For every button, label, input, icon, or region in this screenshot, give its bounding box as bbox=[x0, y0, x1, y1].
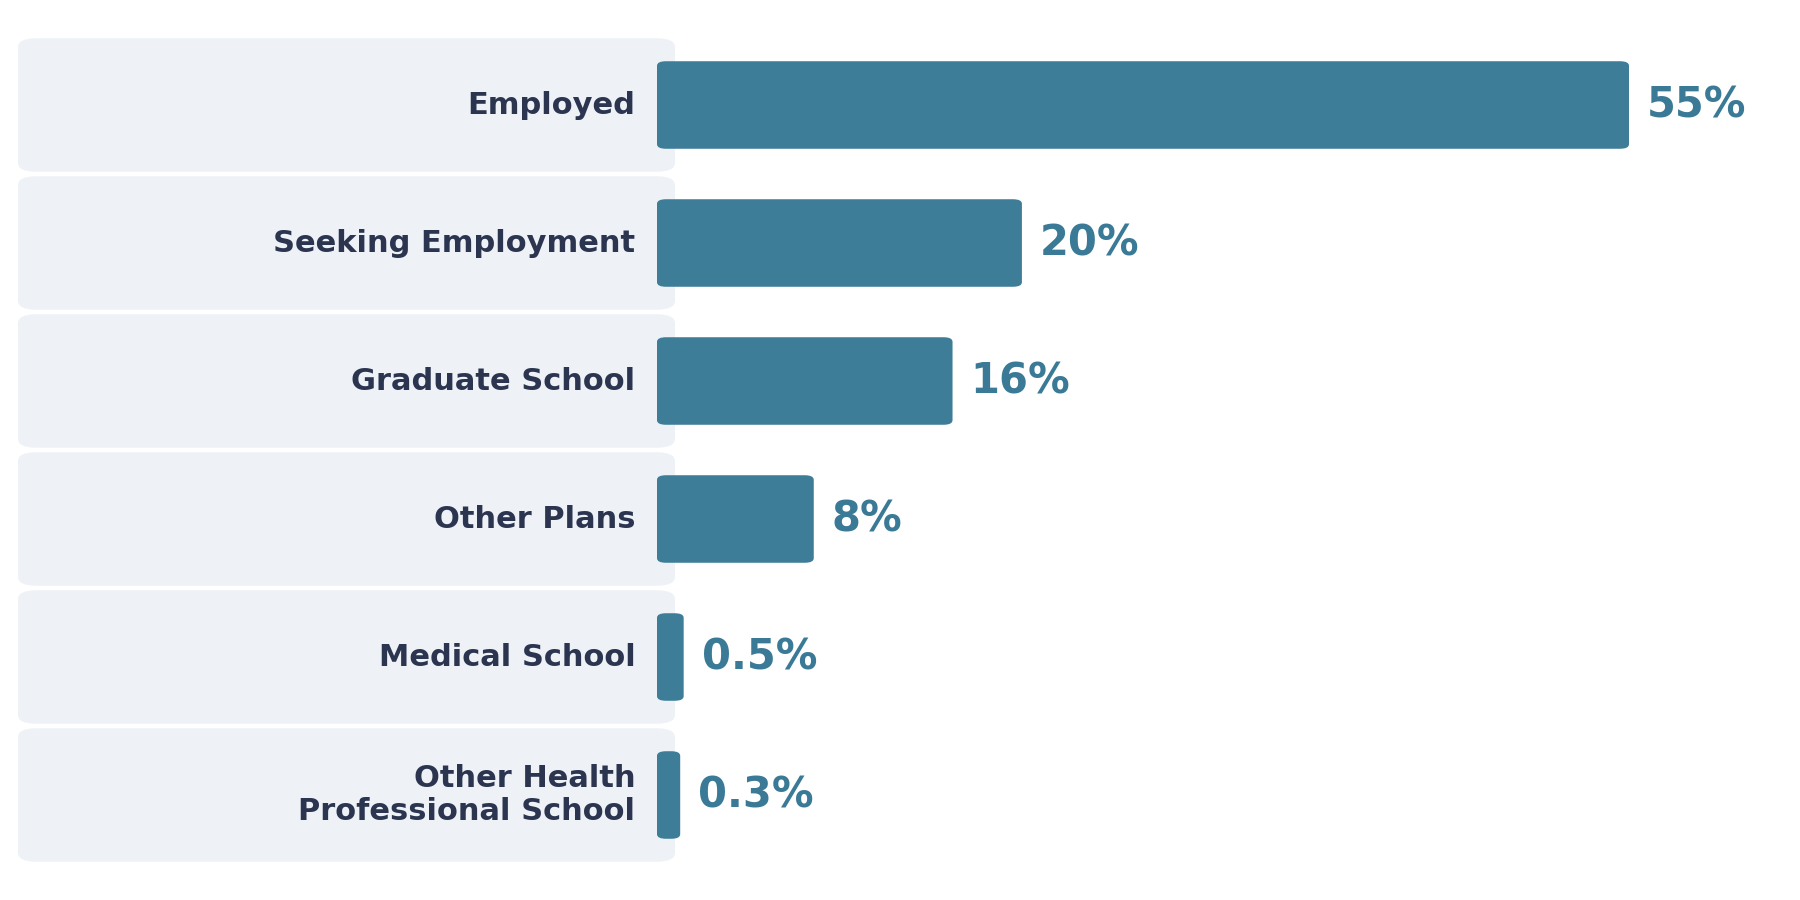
FancyBboxPatch shape bbox=[18, 176, 675, 310]
Text: 55%: 55% bbox=[1647, 84, 1746, 126]
FancyBboxPatch shape bbox=[657, 752, 680, 839]
FancyBboxPatch shape bbox=[657, 199, 1022, 287]
Text: 0.3%: 0.3% bbox=[698, 774, 814, 816]
Text: 8%: 8% bbox=[832, 498, 902, 540]
Text: Employed: Employed bbox=[468, 91, 635, 120]
Text: 0.5%: 0.5% bbox=[702, 636, 817, 678]
Text: Other Plans: Other Plans bbox=[434, 505, 635, 534]
FancyBboxPatch shape bbox=[657, 338, 952, 425]
FancyBboxPatch shape bbox=[18, 314, 675, 448]
Text: 20%: 20% bbox=[1040, 222, 1139, 264]
Text: Medical School: Medical School bbox=[378, 643, 635, 671]
Text: Graduate School: Graduate School bbox=[351, 366, 635, 395]
FancyBboxPatch shape bbox=[657, 613, 684, 701]
FancyBboxPatch shape bbox=[18, 728, 675, 862]
FancyBboxPatch shape bbox=[18, 39, 675, 172]
FancyBboxPatch shape bbox=[18, 590, 675, 724]
FancyBboxPatch shape bbox=[657, 475, 814, 562]
Text: 16%: 16% bbox=[970, 360, 1071, 402]
FancyBboxPatch shape bbox=[657, 61, 1629, 148]
Text: Seeking Employment: Seeking Employment bbox=[274, 229, 635, 257]
Text: Other Health
Professional School: Other Health Professional School bbox=[299, 764, 635, 826]
FancyBboxPatch shape bbox=[18, 452, 675, 586]
